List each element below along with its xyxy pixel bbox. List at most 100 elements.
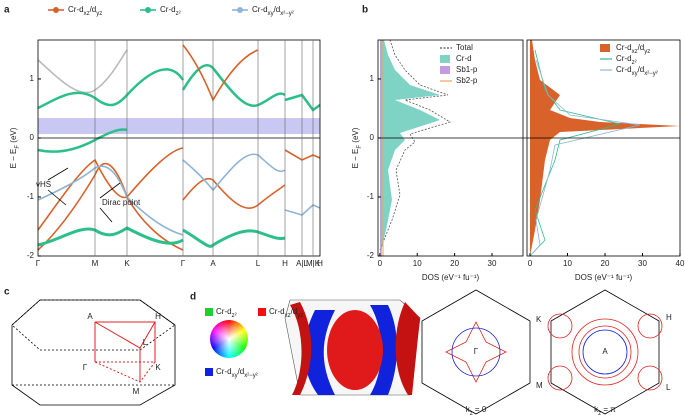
text-part: xz	[84, 11, 90, 17]
bz-point-label: H	[666, 313, 672, 322]
text-part: x²−y²	[644, 71, 658, 77]
legend-label: Cr-dxz/dyz	[68, 5, 102, 16]
fermi-surface-3d	[284, 299, 421, 396]
bz-point-label: L	[143, 338, 148, 347]
panel-label: c	[4, 287, 10, 298]
text-part: Cr-d	[216, 307, 232, 316]
brillouin-zone	[11, 299, 176, 406]
text-part: xz	[632, 49, 638, 55]
text-part: x²−y²	[244, 373, 258, 379]
bz-point-label: M	[536, 381, 543, 390]
bz-point-label: Γ	[83, 363, 88, 372]
text-part: xy	[268, 11, 274, 17]
text-part: Sb2-p	[456, 76, 478, 85]
text-part: x²−y²	[280, 11, 294, 17]
color-wheel	[210, 320, 248, 358]
bz-point-label: A	[602, 347, 608, 356]
legend-label: Cr-dxy/dx²−y²	[252, 5, 294, 16]
y-tick-label: 0	[370, 133, 375, 142]
bz-point-label: K	[155, 363, 161, 372]
y-tick-label: 0	[30, 133, 35, 142]
band-curves	[37, 44, 321, 251]
text-part: /d	[291, 307, 298, 316]
kz-label: kz = π	[594, 405, 616, 416]
legend-label: Sb1-p	[456, 65, 478, 74]
text-part: (eV)	[351, 127, 360, 145]
text-part: Cr-d	[616, 65, 632, 74]
annotation-arrows	[47, 167, 121, 223]
text-part: z	[470, 411, 473, 417]
text-part: k	[466, 405, 471, 414]
text-part: E − E	[9, 149, 18, 169]
legend-marker	[237, 7, 243, 13]
text-part: Cr-d	[160, 5, 176, 14]
text-part: xy	[232, 373, 238, 379]
panel-label: b	[362, 5, 368, 16]
text-part: = π	[601, 405, 616, 414]
kz-label: kz = 0	[466, 405, 487, 416]
text-part: Sb1-p	[456, 65, 478, 74]
k-point-label: A|L	[296, 259, 308, 268]
text-part: k	[594, 405, 599, 414]
legend-label: Cr-dz²	[160, 5, 181, 16]
y-tick-label: -1	[367, 192, 375, 201]
panel-label: d	[190, 292, 196, 303]
text-part: Cr-d	[269, 307, 285, 316]
text-part: Cr-d	[216, 367, 232, 376]
text-part: = 0	[473, 405, 487, 414]
text-part: Total	[456, 43, 473, 52]
bz-point-label: A	[87, 312, 93, 321]
x-axis-label: DOS (eV⁻¹ fu⁻¹)	[422, 273, 480, 282]
text-part: E − E	[351, 149, 360, 169]
panel-b-right-frame	[526, 39, 681, 257]
y-axis-label: E − EF (eV)	[9, 127, 20, 168]
k-point-label: Γ	[181, 259, 186, 268]
bz-point-label: M	[133, 387, 140, 396]
legend-label: Total	[456, 43, 473, 52]
x-tick-label: 0	[378, 259, 383, 268]
text-part: z²	[232, 313, 237, 319]
annotation: Dirac point	[102, 198, 141, 207]
total-dos	[379, 39, 451, 251]
flat-band-highlight	[38, 118, 320, 134]
k-point-label: L	[256, 259, 261, 268]
y-tick-label: 1	[370, 74, 375, 83]
text-part: /d	[90, 5, 97, 14]
legend-swatch	[440, 55, 450, 63]
legend-label: Cr-dxy/dx²−y²	[616, 65, 658, 76]
legend-marker	[53, 7, 59, 13]
y-tick-label: -2	[367, 251, 375, 260]
legend-label: Cr-dxy/dx²−y²	[216, 367, 258, 378]
text-part: xz	[285, 313, 291, 319]
x-tick-label: 10	[563, 259, 572, 268]
text-part: F	[357, 145, 363, 149]
text-part: Cr-d	[68, 5, 84, 14]
text-part: z²	[632, 60, 637, 66]
text-part: yz	[297, 313, 303, 319]
legend-label: Sb2-p	[456, 76, 478, 85]
x-axis-label: DOS (eV⁻¹ fu⁻¹)	[575, 273, 633, 282]
text-part: z	[598, 411, 601, 417]
legend-swatch	[205, 308, 213, 316]
bz-point-label: H	[155, 312, 161, 321]
text-part: yz	[644, 49, 650, 55]
legend-swatch	[258, 308, 266, 316]
panel-a-frame	[37, 39, 321, 257]
text-part: /d	[638, 65, 645, 74]
k-point-label: Γ	[36, 259, 41, 268]
bz-point-label: L	[666, 383, 671, 392]
text-part: (eV)	[9, 127, 18, 145]
text-part: /d	[238, 367, 245, 376]
legend-label: Cr-d	[456, 54, 472, 63]
legend-marker	[145, 7, 151, 13]
fermi-slices	[421, 289, 663, 415]
text-part: Cr-d	[616, 43, 632, 52]
text-part: Cr-d	[456, 54, 472, 63]
panel-b-left-frame	[377, 39, 524, 257]
x-tick-label: 20	[450, 259, 459, 268]
y-tick-label: -1	[27, 192, 35, 201]
cr-d-dos	[380, 40, 440, 256]
bz-point-label: K	[536, 315, 542, 324]
